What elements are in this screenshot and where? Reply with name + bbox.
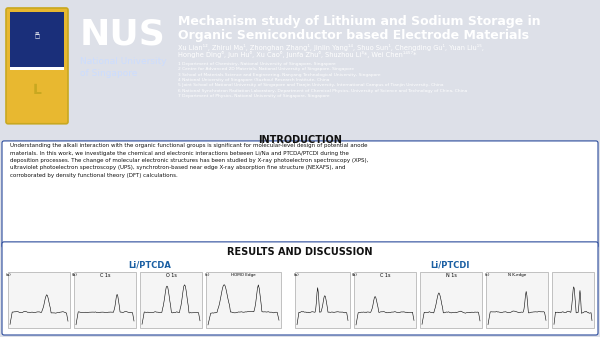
Text: INTRODUCTION: INTRODUCTION (258, 135, 342, 145)
Bar (8, 272, 70, 328)
Text: (c): (c) (204, 273, 210, 277)
Bar (140, 272, 202, 328)
Bar (420, 272, 482, 328)
Bar (206, 272, 281, 328)
Bar (10, 12, 64, 68)
Text: C 1s: C 1s (100, 273, 110, 278)
Text: N 1s: N 1s (446, 273, 457, 278)
Text: (a): (a) (293, 273, 299, 277)
Text: O 1s: O 1s (166, 273, 176, 278)
Bar (486, 272, 548, 328)
Text: C 1s: C 1s (380, 273, 390, 278)
Text: N K-edge: N K-edge (508, 273, 526, 277)
Text: Understanding the alkali interaction with the organic functional groups is signi: Understanding the alkali interaction wit… (10, 143, 368, 178)
Text: Mechanism study of Lithium and Sodium Storage in: Mechanism study of Lithium and Sodium St… (178, 15, 541, 28)
Text: (b): (b) (72, 273, 78, 277)
Bar (295, 272, 350, 328)
Text: ≡
□: ≡ □ (34, 30, 40, 39)
FancyBboxPatch shape (2, 141, 598, 248)
Bar (354, 272, 416, 328)
Bar (74, 272, 136, 328)
Text: Xu Lian¹², Zhirui Ma¹, Zhonghan Zhang¹, Jinlin Yang¹⁴, Shuo Sun¹, Chengding Gu¹,: Xu Lian¹², Zhirui Ma¹, Zhonghan Zhang¹, … (178, 44, 484, 51)
Text: Li/PTCDI: Li/PTCDI (430, 261, 470, 270)
Text: Li/PTCDA: Li/PTCDA (128, 261, 172, 270)
Text: (a): (a) (6, 273, 12, 277)
Text: National University
of Singapore: National University of Singapore (80, 58, 167, 78)
FancyBboxPatch shape (6, 8, 68, 124)
Text: (c): (c) (484, 273, 490, 277)
Bar (552, 272, 594, 328)
Text: 1 Department of Chemistry, National University of Singapore, Singapore
2 Centre : 1 Department of Chemistry, National Univ… (178, 62, 467, 98)
Text: Organic Semiconductor based Electrode Materials: Organic Semiconductor based Electrode Ma… (178, 29, 529, 42)
Text: Honghe Ding⁶, Jun Hu⁶, Xu Cao⁶, Junfa Zhu⁶, Shuzhou Li³*, Wei Chen¹⁴⁵⁷*: Honghe Ding⁶, Jun Hu⁶, Xu Cao⁶, Junfa Zh… (178, 51, 416, 58)
Bar (10, 67, 64, 70)
FancyBboxPatch shape (2, 242, 598, 335)
Text: ꓡ: ꓡ (32, 84, 41, 97)
Text: RESULTS AND DISCUSSION: RESULTS AND DISCUSSION (227, 247, 373, 257)
Text: HOMO Edge: HOMO Edge (230, 273, 256, 277)
Text: (b): (b) (352, 273, 358, 277)
Text: NUS: NUS (80, 18, 166, 52)
